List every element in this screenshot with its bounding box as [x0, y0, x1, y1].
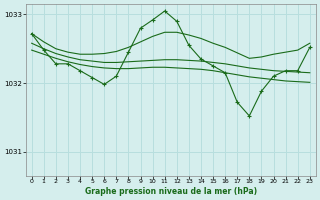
X-axis label: Graphe pression niveau de la mer (hPa): Graphe pression niveau de la mer (hPa): [85, 187, 257, 196]
